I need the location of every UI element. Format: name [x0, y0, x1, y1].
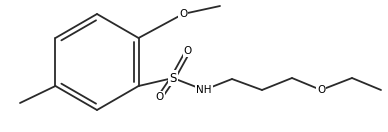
- Text: O: O: [179, 9, 187, 19]
- Text: O: O: [156, 92, 164, 102]
- Text: O: O: [317, 85, 325, 95]
- Text: O: O: [184, 46, 192, 56]
- Text: NH: NH: [196, 85, 212, 95]
- Text: S: S: [169, 72, 177, 84]
